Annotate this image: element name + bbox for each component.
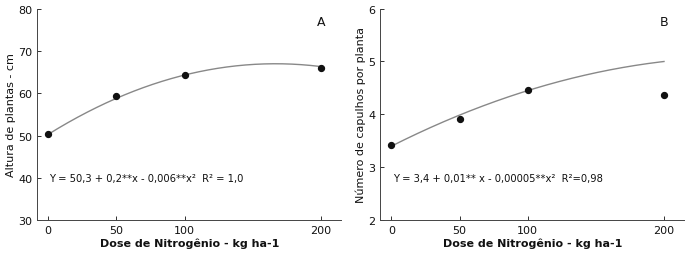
Text: Y = 50,3 + 0,2**x - 0,006**x²  R² = 1,0: Y = 50,3 + 0,2**x - 0,006**x² R² = 1,0 <box>50 173 244 183</box>
Point <box>522 88 533 92</box>
Point <box>386 144 397 148</box>
Y-axis label: Altura de plantas - cm: Altura de plantas - cm <box>6 53 16 177</box>
Point <box>43 133 54 137</box>
Point <box>315 67 326 71</box>
Point <box>658 93 669 98</box>
Y-axis label: Número de capulhos por planta: Número de capulhos por planta <box>355 27 366 203</box>
Text: B: B <box>660 16 669 29</box>
X-axis label: Dose de Nitrogênio - kg ha-1: Dose de Nitrogênio - kg ha-1 <box>443 238 622 248</box>
Point <box>111 95 122 99</box>
Point <box>454 117 465 121</box>
Point <box>179 74 190 78</box>
X-axis label: Dose de Nitrogênio - kg ha-1: Dose de Nitrogênio - kg ha-1 <box>99 238 279 248</box>
Text: Y = 3,4 + 0,01** x - 0,00005**x²  R²=0,98: Y = 3,4 + 0,01** x - 0,00005**x² R²=0,98 <box>393 173 602 183</box>
Text: A: A <box>317 16 326 29</box>
